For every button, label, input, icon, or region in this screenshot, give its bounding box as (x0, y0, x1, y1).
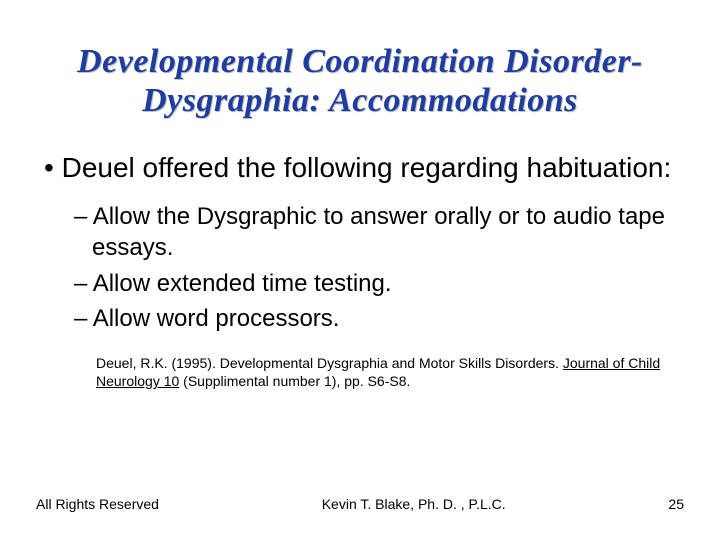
footer-left: All Rights Reserved (36, 496, 159, 512)
footer: All Rights Reserved Kevin T. Blake, Ph. … (0, 496, 720, 512)
footer-center: Kevin T. Blake, Ph. D. , P.L.C. (322, 496, 506, 512)
title-line-2: Dysgraphia: Accommodations (28, 81, 692, 120)
sub-bullet-list: Allow the Dysgraphic to answer orally or… (92, 201, 692, 334)
citation: Deuel, R.K. (1995). Developmental Dysgra… (96, 354, 668, 390)
slide: Developmental Coordination Disorder- Dys… (0, 0, 720, 540)
sub-bullet: Allow the Dysgraphic to answer orally or… (92, 201, 692, 263)
slide-body: Deuel offered the following regarding ha… (28, 150, 692, 390)
citation-prefix: Deuel, R.K. (1995). Developmental Dysgra… (96, 355, 563, 371)
citation-suffix: (Supplimental number 1), pp. S6-S8. (179, 373, 410, 389)
title-line-1: Developmental Coordination Disorder- (28, 42, 692, 81)
sub-bullet: Allow word processors. (92, 303, 692, 334)
main-bullet: Deuel offered the following regarding ha… (64, 150, 692, 185)
sub-bullet: Allow extended time testing. (92, 268, 692, 299)
footer-right: 25 (668, 496, 684, 512)
slide-title: Developmental Coordination Disorder- Dys… (28, 42, 692, 120)
